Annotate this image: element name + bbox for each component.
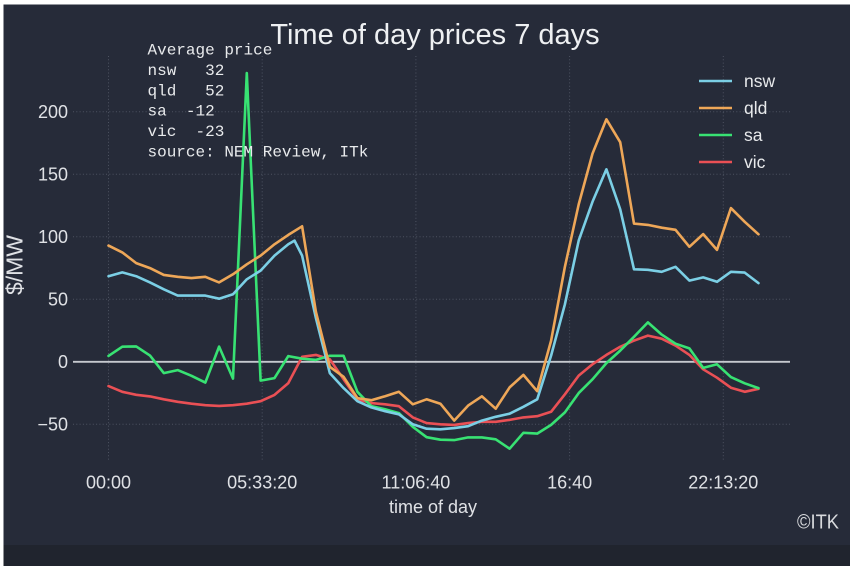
svg-text:sa -12: sa -12 bbox=[148, 103, 215, 121]
svg-text:©ITK: ©ITK bbox=[797, 512, 840, 534]
svg-text:100: 100 bbox=[38, 227, 68, 247]
svg-text:200: 200 bbox=[38, 102, 68, 122]
svg-text:0: 0 bbox=[58, 352, 68, 372]
svg-text:Time of day prices 7 days: Time of day prices 7 days bbox=[270, 19, 599, 51]
svg-text:50: 50 bbox=[48, 290, 68, 310]
svg-text:qld 52: qld 52 bbox=[148, 82, 225, 100]
svg-text:time of day: time of day bbox=[389, 497, 477, 517]
svg-text:05:33:20: 05:33:20 bbox=[227, 473, 297, 493]
svg-text:vic -23: vic -23 bbox=[148, 123, 225, 141]
svg-text:nsw 32: nsw 32 bbox=[148, 62, 225, 80]
svg-text:$/MW: $/MW bbox=[2, 235, 28, 295]
svg-text:00:00: 00:00 bbox=[86, 473, 131, 493]
svg-text:vic: vic bbox=[744, 152, 766, 172]
svg-text:11:06:40: 11:06:40 bbox=[382, 473, 451, 493]
svg-text:16:40: 16:40 bbox=[547, 473, 592, 493]
svg-text:150: 150 bbox=[38, 165, 68, 185]
svg-text:−50: −50 bbox=[37, 415, 68, 435]
svg-text:source: NEM Review, ITk: source: NEM Review, ITk bbox=[148, 144, 369, 162]
svg-text:22:13:20: 22:13:20 bbox=[688, 473, 758, 493]
svg-text:qld: qld bbox=[744, 98, 767, 118]
svg-text:Average price: Average price bbox=[148, 42, 273, 60]
svg-text:sa: sa bbox=[744, 125, 763, 145]
svg-text:nsw: nsw bbox=[744, 71, 775, 91]
